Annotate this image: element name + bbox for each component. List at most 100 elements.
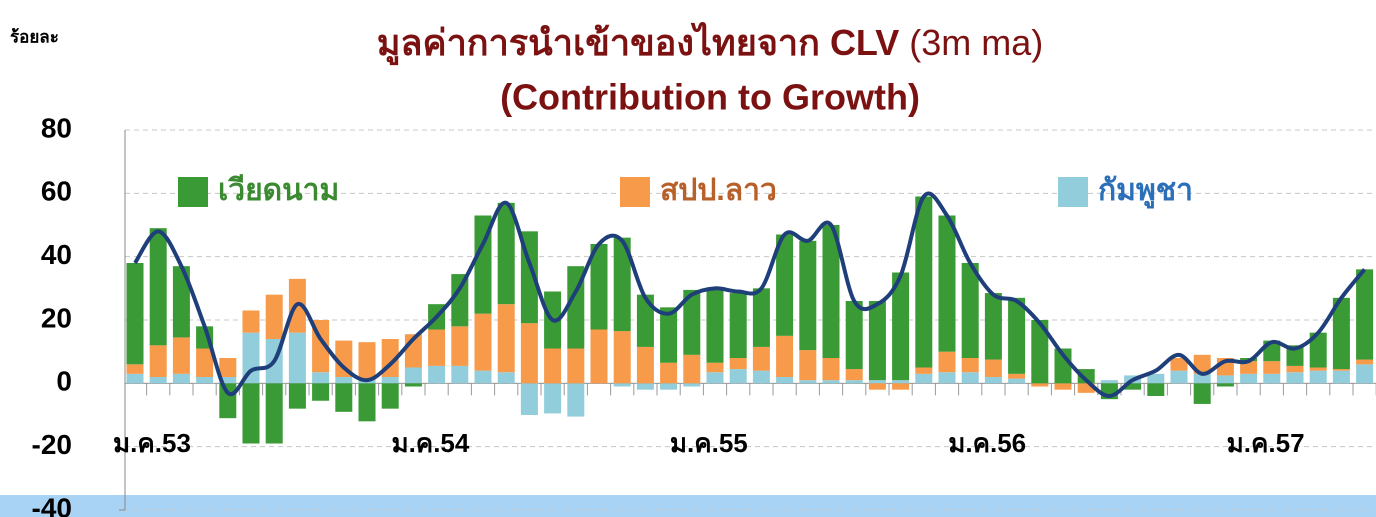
bar-segment <box>404 383 422 387</box>
bar-segment <box>1263 361 1281 374</box>
bar-segment <box>984 293 1002 360</box>
bar-segment <box>219 383 237 419</box>
bar-segment <box>984 377 1002 384</box>
bar-segment <box>474 313 492 371</box>
bar-segment <box>729 369 747 384</box>
bar-segment <box>126 263 144 365</box>
bar-segment <box>196 377 214 384</box>
bar-segment <box>1332 369 1350 371</box>
bar-segment <box>567 383 585 417</box>
bar-segment <box>497 372 515 384</box>
bar-segment <box>683 354 701 384</box>
bar-segment <box>822 358 840 381</box>
bar-segment <box>520 323 538 384</box>
legend-swatch <box>1058 177 1088 207</box>
bar-segment <box>149 377 167 384</box>
bar-segment <box>242 310 260 333</box>
bar-segment <box>1147 383 1165 396</box>
bar-segment <box>1077 383 1095 393</box>
bar-segment <box>451 365 469 384</box>
bar-segment <box>752 346 770 371</box>
bar-segment <box>776 234 794 336</box>
bar-segment <box>149 228 167 346</box>
bar-segment <box>1147 373 1165 384</box>
bar-segment <box>474 215 492 314</box>
bar-segment <box>776 335 794 377</box>
bar-segment <box>1356 269 1374 360</box>
bar-segment <box>335 340 353 377</box>
bar-segment <box>1356 359 1374 365</box>
bar-segment <box>1309 367 1327 371</box>
bar-segment <box>358 383 376 422</box>
bar-segment <box>961 263 979 358</box>
bar-segment <box>172 337 190 374</box>
bar-segment <box>706 362 724 373</box>
bar-segment <box>544 383 562 414</box>
bar-segment <box>660 307 678 363</box>
bar-segment <box>892 272 910 381</box>
bar-segment <box>1216 383 1234 387</box>
bar-segment <box>474 370 492 384</box>
bar-segment <box>590 329 608 384</box>
bar-segment <box>822 380 840 384</box>
y-tick-label: 0 <box>56 366 72 397</box>
bar-segment <box>1077 369 1095 384</box>
legend-swatch <box>620 177 650 207</box>
bar-segment <box>1008 297 1026 374</box>
x-tick-label: ม.ค.57 <box>1227 428 1305 458</box>
bar-segment <box>1309 370 1327 384</box>
bar-segment <box>892 383 910 390</box>
bar-segment <box>196 348 214 377</box>
bar-segment <box>288 383 306 409</box>
bar-segment <box>822 225 840 358</box>
bar-segment <box>892 380 910 384</box>
bar-segment <box>1008 378 1026 384</box>
y-tick-label: 40 <box>41 239 72 270</box>
bar-segment <box>915 367 933 374</box>
bar-segment <box>1216 375 1234 384</box>
bar-segment <box>660 362 678 384</box>
bar-segment <box>799 240 817 351</box>
bar-segment <box>126 364 144 374</box>
bar-segment <box>451 274 469 327</box>
bar-segment <box>1332 297 1350 370</box>
bar-segment <box>428 365 446 384</box>
bar-segment <box>312 383 330 401</box>
bar-segment <box>799 350 817 381</box>
bar-segment <box>938 215 956 352</box>
bar-segment <box>172 266 190 338</box>
bar-segment <box>335 383 353 412</box>
bar-segment <box>520 383 538 415</box>
bar-segment <box>381 377 399 384</box>
bar-segment <box>706 289 724 363</box>
bar-segment <box>1100 380 1118 384</box>
bar-segment <box>1031 320 1049 384</box>
bar-segment <box>1240 361 1258 374</box>
bar-segment <box>172 373 190 384</box>
bar-segment <box>288 332 306 384</box>
bar-segment <box>1332 370 1350 384</box>
bar-segment <box>1263 373 1281 384</box>
y-tick-label: 20 <box>41 302 72 333</box>
bar-segment <box>636 294 654 347</box>
bar-segment <box>613 331 631 384</box>
unit-label: ร้อยละ <box>10 27 59 46</box>
bar-segment <box>613 237 631 332</box>
bar-segment <box>219 358 237 377</box>
bar-segment <box>1124 383 1142 390</box>
bar-segment <box>915 373 933 384</box>
bar-segment <box>1008 373 1026 379</box>
bar-segment <box>1286 372 1304 384</box>
legend-label: กัมพูชา <box>1098 174 1193 209</box>
bar-segment <box>381 383 399 409</box>
x-tick-label: ม.ค.54 <box>391 428 469 458</box>
legend-swatch <box>178 177 208 207</box>
x-tick-label: ม.ค.55 <box>670 428 748 458</box>
bar-segment <box>1356 364 1374 384</box>
bar-segment <box>752 288 770 347</box>
bar-segment <box>752 370 770 384</box>
bar-segment <box>961 372 979 384</box>
bar-segment <box>428 329 446 366</box>
bar-segment <box>219 377 237 384</box>
